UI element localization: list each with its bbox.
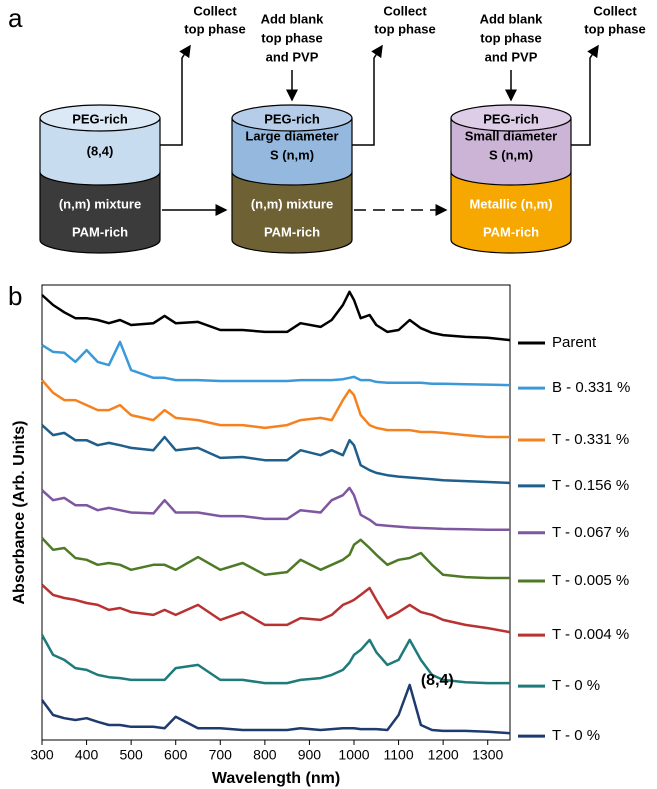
add-label: top phase <box>480 30 541 45</box>
diagram: PEG-rich (8,4) (n,m) mixture PAM-rich PEG-ri… <box>39 3 646 254</box>
phase-label: S (n,m) <box>270 147 314 162</box>
x-tick-label: 400 <box>75 747 99 763</box>
spectrum-line <box>41 486 510 532</box>
phase-label: (n,m) mixture <box>59 196 141 211</box>
arrow <box>160 44 191 146</box>
spectrum-line <box>41 340 511 387</box>
spectrum-line <box>41 290 511 342</box>
cylinder-top <box>450 117 572 186</box>
legend-label: T - 0 % <box>552 727 600 744</box>
legend-label: T - 0.156 % <box>552 477 629 494</box>
x-tick-label: 1000 <box>338 747 369 763</box>
phase-label: PAM-rich <box>72 224 128 239</box>
collect-label: Collect <box>593 3 637 18</box>
legend-label: T - 0.331 % <box>552 431 629 448</box>
x-tick-label: 700 <box>209 747 233 763</box>
spectrum-line <box>41 379 510 439</box>
panel-label: b <box>8 281 22 311</box>
phase-label: PEG-rich <box>72 111 128 126</box>
phase-label: S (n,m) <box>489 147 533 162</box>
panel-label: a <box>8 3 23 33</box>
x-tick-label: 300 <box>30 747 54 763</box>
arrow <box>570 44 599 146</box>
cylinder-cap <box>450 104 572 132</box>
legend-label: Parent <box>552 334 597 351</box>
x-tick-label: 800 <box>253 747 277 763</box>
spectrum-line <box>41 424 511 485</box>
arrow <box>352 44 383 146</box>
add-label: top phase <box>261 30 322 45</box>
phase-label: Metallic (n,m) <box>469 196 552 211</box>
collect-label: Collect <box>193 3 237 18</box>
collect-label: top phase <box>584 21 645 36</box>
spectrum-line <box>40 634 510 685</box>
spectrum-line <box>41 537 510 580</box>
legend-label: T - 0.067 % <box>552 524 629 541</box>
cylinder-top <box>39 117 161 186</box>
cylinder-top <box>231 117 353 186</box>
legend-label: B - 0.331 % <box>552 379 630 396</box>
legend-label: T - 0.005 % <box>552 572 629 589</box>
phase-label: (8,4) <box>87 143 114 158</box>
spectrum-line <box>40 683 511 735</box>
cylinder-bottom <box>39 171 161 254</box>
x-tick-label: 1200 <box>428 747 459 763</box>
x-tick-label: 500 <box>119 747 143 763</box>
x-tick-label: 600 <box>164 747 188 763</box>
cylinder-bottom <box>450 171 572 254</box>
legend-label: T - 0.004 % <box>552 626 629 643</box>
add-label: and PVP <box>266 49 319 64</box>
cylinder-cap <box>39 104 161 132</box>
phase-label: Large diameter <box>245 128 338 143</box>
plot-frame <box>41 284 511 741</box>
cylinder-cap <box>231 104 353 132</box>
collect-label: Collect <box>383 3 427 18</box>
annotation: (8,4) <box>421 672 454 689</box>
add-label: and PVP <box>485 49 538 64</box>
phase-label: PAM-rich <box>264 224 320 239</box>
x-axis-label: Wavelength (nm) <box>212 770 340 787</box>
y-axis-label: Absorbance (Arb. Units) <box>11 420 28 604</box>
x-tick-label: 1300 <box>472 747 503 763</box>
chart: b 300 400 500 600 700 800 900 1000 1100 1200 1300 Wa… <box>8 281 630 787</box>
collect-label: top phase <box>374 21 435 36</box>
x-tick-label: 1100 <box>384 747 414 763</box>
x-tick-label: 900 <box>298 747 322 763</box>
phase-label: PEG-rich <box>264 111 320 126</box>
phase-label: PEG-rich <box>483 111 539 126</box>
spectrum-line <box>41 583 511 634</box>
collect-label: top phase <box>184 21 245 36</box>
phase-label: PAM-rich <box>483 224 539 239</box>
phase-label: (n,m) mixture <box>251 196 333 211</box>
add-label: Add blank <box>480 11 544 26</box>
phase-label: Small diameter <box>465 128 558 143</box>
add-label: Add blank <box>261 11 325 26</box>
legend-label: T - 0 % <box>552 677 600 694</box>
cylinder-bottom <box>231 171 353 254</box>
